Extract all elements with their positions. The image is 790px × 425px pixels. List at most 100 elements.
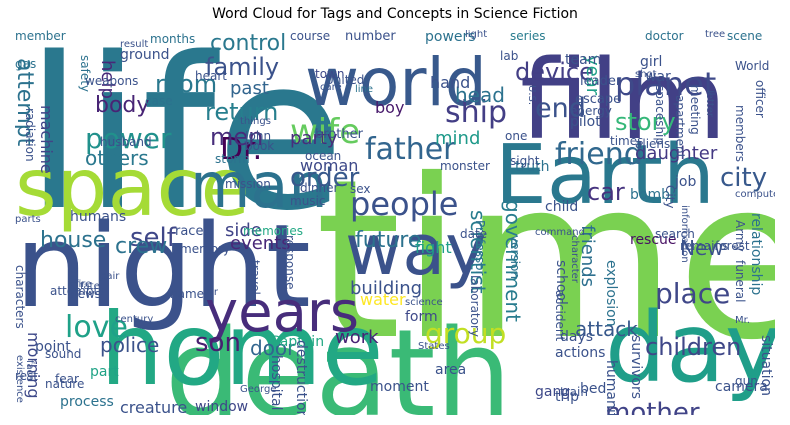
word-series: series xyxy=(510,30,546,43)
word-way: way xyxy=(345,209,487,291)
word-forest: forest xyxy=(715,239,750,253)
word-one: one xyxy=(505,129,528,143)
word-power: power xyxy=(85,122,172,155)
word-existence: existence xyxy=(15,355,25,403)
word-earth: Earth xyxy=(495,128,715,223)
word-george: George xyxy=(240,384,277,395)
word-gun: gun xyxy=(735,374,758,388)
word-creature: creature xyxy=(120,398,188,416)
word-sight: sight xyxy=(510,154,540,168)
word-destruction: destruction xyxy=(293,340,309,415)
word-machine: machine xyxy=(37,105,56,174)
word-ship: ship xyxy=(445,95,508,130)
word-lab: lab xyxy=(500,49,519,63)
word-bed: bed xyxy=(580,381,607,397)
word-film: film xyxy=(520,36,728,164)
word-window: window xyxy=(195,399,249,415)
word-husband: husband xyxy=(100,135,152,149)
word-attempts: attempts xyxy=(50,284,105,298)
word-apartment: apartment xyxy=(673,95,687,159)
word-number: number xyxy=(345,30,396,44)
word-truth: truth xyxy=(515,159,550,175)
word-house: house xyxy=(40,228,107,253)
word-storm: storm xyxy=(215,152,250,166)
word-wife: wife xyxy=(290,112,361,152)
word-version: version xyxy=(508,235,522,279)
word-life: life xyxy=(25,30,345,257)
chart-title: Word Cloud for Tags and Concepts in Scie… xyxy=(212,6,578,22)
word-rescue: rescue xyxy=(630,232,677,248)
word-fear: fear xyxy=(55,372,79,386)
word-return: return xyxy=(205,98,279,126)
word-device: device xyxy=(515,58,594,86)
word-sound: sound xyxy=(45,347,82,361)
word-job: job xyxy=(675,174,697,190)
word-police: police xyxy=(100,333,160,357)
word-dinner: dinner xyxy=(300,181,339,195)
word-care: care xyxy=(320,82,342,93)
word-years: years xyxy=(205,280,360,345)
word-members: members xyxy=(733,105,747,162)
word-home: home xyxy=(100,291,384,408)
word-woman: woman xyxy=(300,156,359,175)
word-radiation: radiation xyxy=(23,108,37,162)
word-course: course xyxy=(290,30,331,43)
word-result: result xyxy=(120,39,149,50)
word-son: son xyxy=(195,328,241,358)
word-character: character xyxy=(569,235,580,283)
word-months: months xyxy=(150,32,196,46)
word-love: love xyxy=(65,310,128,345)
word-death: death xyxy=(165,305,512,416)
word-monster: monster xyxy=(440,159,490,173)
word-pair: pair xyxy=(100,271,120,282)
word-water: water xyxy=(360,290,406,309)
word-name: name xyxy=(170,287,205,301)
word-door: door xyxy=(250,336,296,360)
word-men: men xyxy=(210,123,264,151)
word-tree: tree xyxy=(705,30,726,40)
word-face: face xyxy=(24,360,35,382)
word-science: science xyxy=(405,297,443,308)
word-news: news xyxy=(70,287,102,301)
word-gang: gang xyxy=(535,384,571,400)
word-daughter: daughter xyxy=(635,143,718,164)
word-story: story xyxy=(615,108,676,136)
word-escape: escape xyxy=(575,92,622,107)
word-memory: memory xyxy=(180,242,231,256)
word-fight: fight xyxy=(415,238,452,257)
word-laboratory: laboratory xyxy=(468,275,482,338)
word-ground: ground xyxy=(120,47,170,63)
word-self: self xyxy=(130,223,176,253)
word-day: day xyxy=(605,292,775,404)
word-pilot: pilot xyxy=(570,114,601,130)
word-officer: officer xyxy=(753,80,767,118)
word-humans: humans xyxy=(70,209,127,225)
word-cloud: time life death film night home Earth day space w… xyxy=(15,30,775,415)
word-travel: travel xyxy=(248,260,262,295)
word-response: response xyxy=(283,235,297,290)
word-century: century xyxy=(115,314,154,325)
word-crew: crew xyxy=(115,234,168,259)
word-process: process xyxy=(60,394,114,410)
word-man: man xyxy=(190,149,328,222)
word-sex: sex xyxy=(350,182,371,196)
word-actions: actions xyxy=(555,345,606,361)
word-party: party xyxy=(290,128,338,149)
word-survivors: survivors xyxy=(628,335,644,399)
word-car: car xyxy=(587,178,625,206)
word-powers: powers xyxy=(425,30,476,45)
word-accident: accident xyxy=(553,290,567,342)
word-control: control xyxy=(210,31,287,56)
word-mr-: Mr. xyxy=(735,315,750,326)
word-fire: fire xyxy=(75,279,92,290)
word-relationship: relationship xyxy=(748,213,764,296)
word-friend: friend xyxy=(555,137,643,172)
word-memories: memories xyxy=(243,224,304,238)
word-camera: camera xyxy=(715,379,768,395)
word-future: future xyxy=(355,228,422,253)
word-days: days xyxy=(560,329,594,345)
word-attack: attack xyxy=(575,317,638,341)
word-search: search xyxy=(655,227,695,241)
word-space: space xyxy=(15,141,250,234)
word-parts: parts xyxy=(15,214,41,225)
